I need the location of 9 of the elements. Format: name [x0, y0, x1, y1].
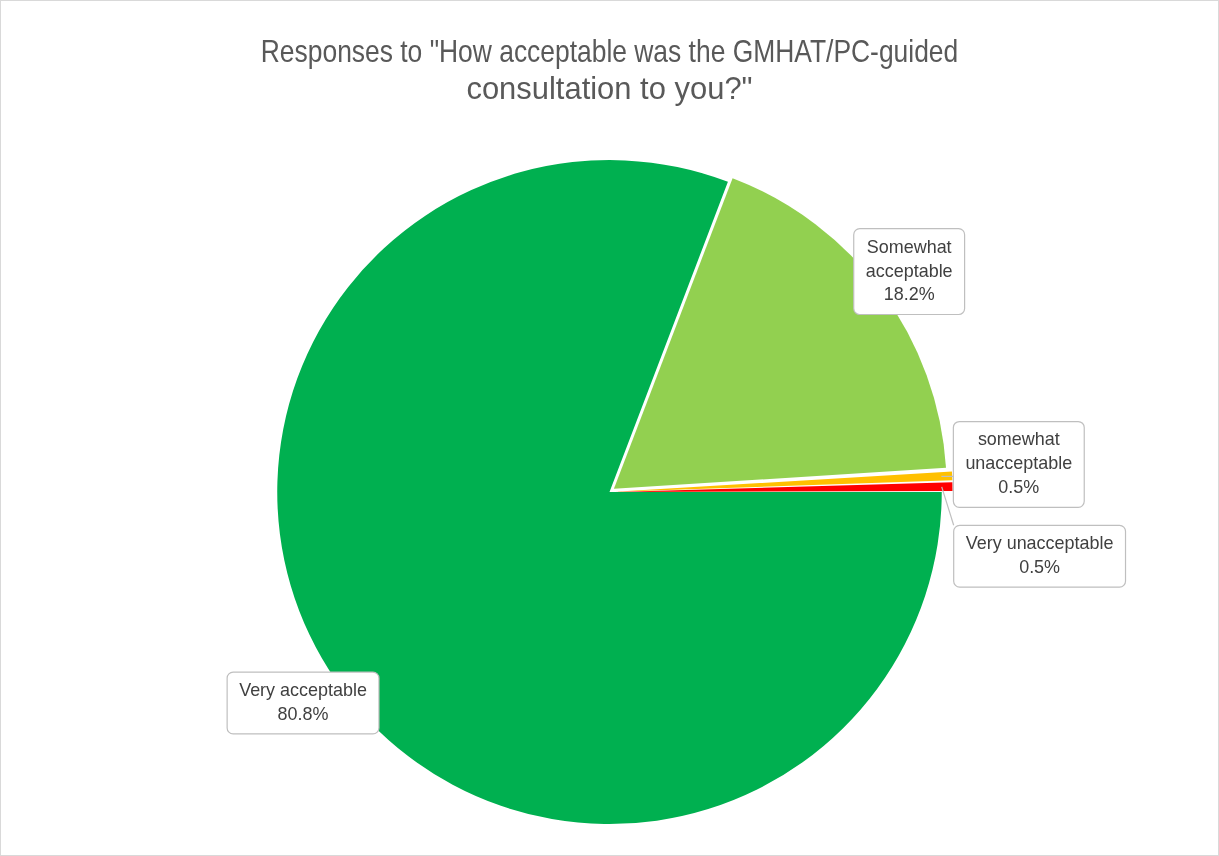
slice-label: Very acceptable: [239, 679, 367, 700]
slice-label: Very unacceptable: [965, 533, 1114, 554]
slice-label: Somewhat acceptable: [865, 236, 953, 281]
data-label: 18.2%: [883, 284, 935, 305]
slice-label: somewhat unacceptable: [965, 429, 1073, 474]
chart-title: Responses to "How acceptable was the GMHAT/PC-guided consultation to you?": [260, 34, 959, 107]
data-label: 0.5%: [998, 477, 1040, 498]
data-label: 80.8%: [277, 703, 329, 724]
data-label: 0.5%: [1019, 557, 1061, 578]
